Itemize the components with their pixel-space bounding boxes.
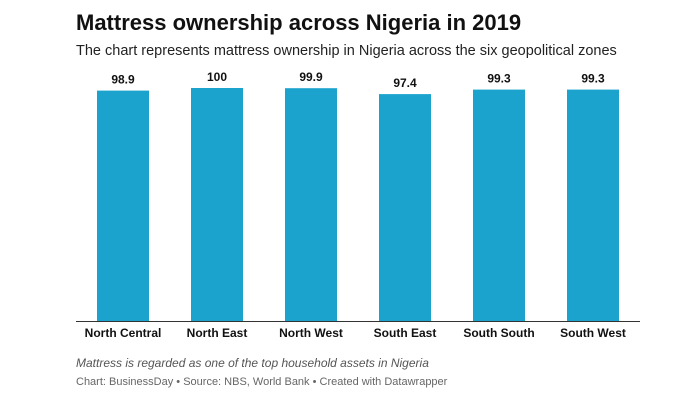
credit-separator: •	[312, 376, 317, 388]
chart-title: Mattress ownership across Nigeria in 201…	[76, 10, 522, 35]
bar-south-east	[379, 94, 431, 321]
value-label: 99.3	[581, 72, 605, 86]
credit-separator: •	[176, 376, 181, 388]
credit-chart: Chart: BusinessDay	[76, 376, 174, 388]
x-tick-label: South South	[463, 326, 534, 340]
x-tick-label: North West	[279, 326, 343, 340]
bar-north-west	[285, 88, 337, 321]
chart-subtitle: The chart represents mattress ownership …	[76, 43, 617, 59]
credit-source: Source: NBS, World Bank	[183, 376, 310, 388]
chart-note: Mattress is regarded as one of the top h…	[76, 356, 429, 370]
bar-north-central	[97, 90, 149, 321]
x-tick-label: North East	[187, 326, 248, 340]
value-label: 100	[207, 70, 227, 84]
value-label: 99.3	[487, 72, 511, 86]
bar-north-east	[191, 88, 243, 321]
credit-created: Created with Datawrapper	[319, 376, 448, 388]
chart-credits: Chart: BusinessDay • Source: NBS, World …	[76, 376, 447, 388]
value-label: 98.9	[111, 73, 135, 87]
x-tick-label: North Central	[85, 326, 162, 340]
bar-south-south	[473, 89, 525, 321]
value-label: 97.4	[393, 76, 417, 90]
x-tick-label: South East	[374, 326, 437, 340]
value-label: 99.9	[299, 70, 323, 84]
x-tick-label: South West	[560, 326, 626, 340]
bar-south-west	[567, 89, 619, 321]
